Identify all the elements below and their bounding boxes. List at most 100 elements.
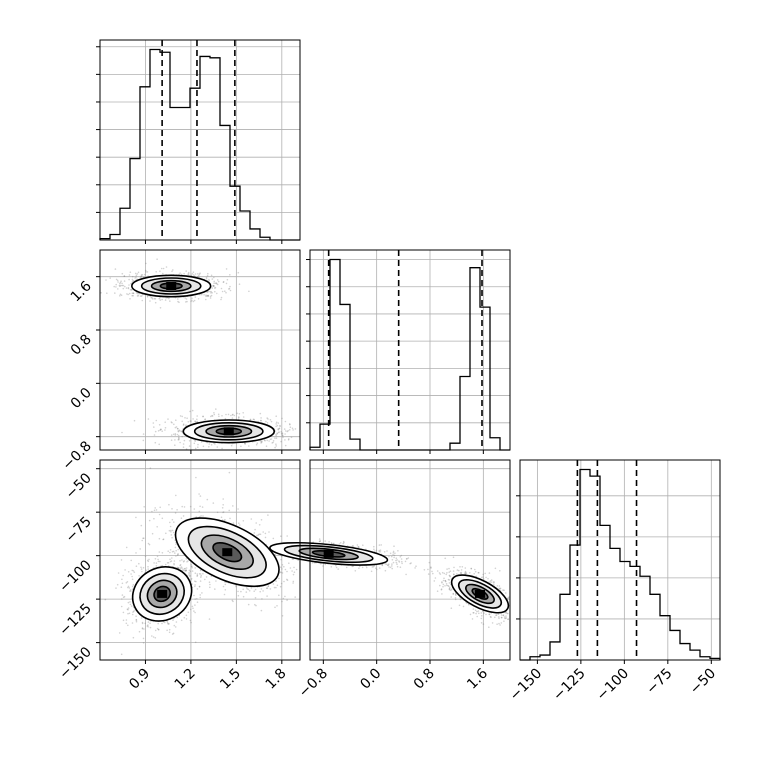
sample-point bbox=[330, 542, 333, 544]
sample-point bbox=[284, 433, 286, 435]
sample-point bbox=[260, 440, 263, 443]
sample-point bbox=[161, 622, 163, 625]
sample-point bbox=[500, 616, 503, 619]
sample-point bbox=[237, 508, 239, 510]
sample-point bbox=[140, 524, 143, 527]
sample-point bbox=[249, 419, 252, 421]
sample-point bbox=[224, 417, 227, 420]
sample-point bbox=[214, 282, 217, 285]
sample-point bbox=[275, 445, 278, 447]
sample-point bbox=[146, 625, 149, 627]
sample-point bbox=[117, 572, 120, 574]
sample-point bbox=[194, 572, 197, 574]
sample-point bbox=[229, 285, 231, 288]
sample-point bbox=[141, 299, 144, 302]
sample-point bbox=[272, 440, 275, 442]
sample-point bbox=[158, 537, 161, 540]
sample-point bbox=[454, 597, 457, 599]
sample-point bbox=[150, 296, 153, 299]
sample-point bbox=[288, 423, 291, 425]
sample-point bbox=[185, 424, 187, 426]
sample-point bbox=[279, 424, 281, 427]
sample-point bbox=[281, 417, 283, 420]
sample-point bbox=[149, 622, 151, 625]
sample-point bbox=[141, 621, 144, 624]
sample-point bbox=[506, 597, 509, 600]
sample-point bbox=[132, 294, 134, 297]
sample-point bbox=[499, 587, 502, 590]
sample-point bbox=[149, 626, 152, 629]
sample-point bbox=[438, 572, 441, 574]
sample-point bbox=[285, 430, 287, 432]
sample-point bbox=[287, 439, 290, 441]
sample-point bbox=[208, 443, 211, 445]
sample-point bbox=[175, 543, 177, 546]
sample-point bbox=[128, 587, 131, 589]
sample-point bbox=[189, 608, 192, 611]
sample-point bbox=[211, 278, 214, 280]
sample-point bbox=[187, 421, 190, 423]
sample-point bbox=[122, 287, 125, 290]
sample-point bbox=[222, 511, 224, 514]
sample-point bbox=[229, 517, 231, 520]
sample-point bbox=[291, 558, 294, 560]
sample-point bbox=[152, 422, 155, 424]
sample-point bbox=[182, 443, 185, 445]
sample-point bbox=[118, 284, 121, 287]
sample-point bbox=[132, 636, 135, 639]
sample-point bbox=[157, 558, 159, 561]
sample-point bbox=[194, 439, 196, 442]
sample-point bbox=[140, 566, 142, 569]
sample-point bbox=[446, 584, 448, 587]
sample-point bbox=[146, 559, 149, 562]
sample-point bbox=[135, 276, 137, 278]
sample-point bbox=[274, 606, 276, 609]
sample-point bbox=[145, 569, 147, 572]
sample-point bbox=[259, 412, 262, 415]
sample-point bbox=[125, 582, 128, 584]
sample-point bbox=[144, 622, 146, 625]
sample-point bbox=[168, 623, 170, 625]
sample-point bbox=[194, 567, 196, 569]
sample-point bbox=[470, 567, 473, 570]
sample-point bbox=[480, 617, 483, 620]
sample-point bbox=[136, 273, 139, 275]
sample-point bbox=[498, 617, 500, 620]
sample-point bbox=[173, 423, 175, 426]
sample-point bbox=[444, 585, 446, 587]
sample-point bbox=[184, 570, 187, 572]
sample-point bbox=[141, 622, 144, 625]
sample-point bbox=[401, 562, 403, 565]
sample-point bbox=[121, 431, 123, 434]
sample-point bbox=[450, 589, 452, 592]
sample-point bbox=[448, 588, 451, 591]
sample-point bbox=[231, 414, 234, 416]
sample-point bbox=[284, 568, 287, 571]
sample-point bbox=[130, 288, 133, 291]
sample-point bbox=[194, 273, 197, 275]
sample-point bbox=[294, 428, 297, 430]
sample-point bbox=[230, 414, 232, 417]
sample-point bbox=[440, 589, 443, 591]
sample-point bbox=[442, 585, 444, 588]
sample-point bbox=[131, 613, 134, 616]
sample-point bbox=[449, 575, 451, 577]
sample-point bbox=[177, 548, 179, 551]
sample-point bbox=[138, 575, 140, 577]
sample-point bbox=[183, 569, 186, 572]
sample-point bbox=[196, 597, 198, 600]
sample-point bbox=[359, 565, 361, 568]
sample-point bbox=[205, 276, 208, 279]
sample-point bbox=[496, 623, 498, 625]
sample-point bbox=[179, 567, 182, 569]
sample-point bbox=[461, 566, 464, 568]
sample-point bbox=[147, 418, 150, 420]
sample-point bbox=[143, 506, 145, 508]
sample-point bbox=[158, 443, 160, 446]
sample-point bbox=[208, 446, 210, 448]
sample-point bbox=[142, 642, 145, 644]
sample-point bbox=[198, 573, 201, 575]
sample-point bbox=[221, 447, 223, 450]
sample-point bbox=[153, 509, 156, 512]
sample-point bbox=[294, 596, 297, 598]
